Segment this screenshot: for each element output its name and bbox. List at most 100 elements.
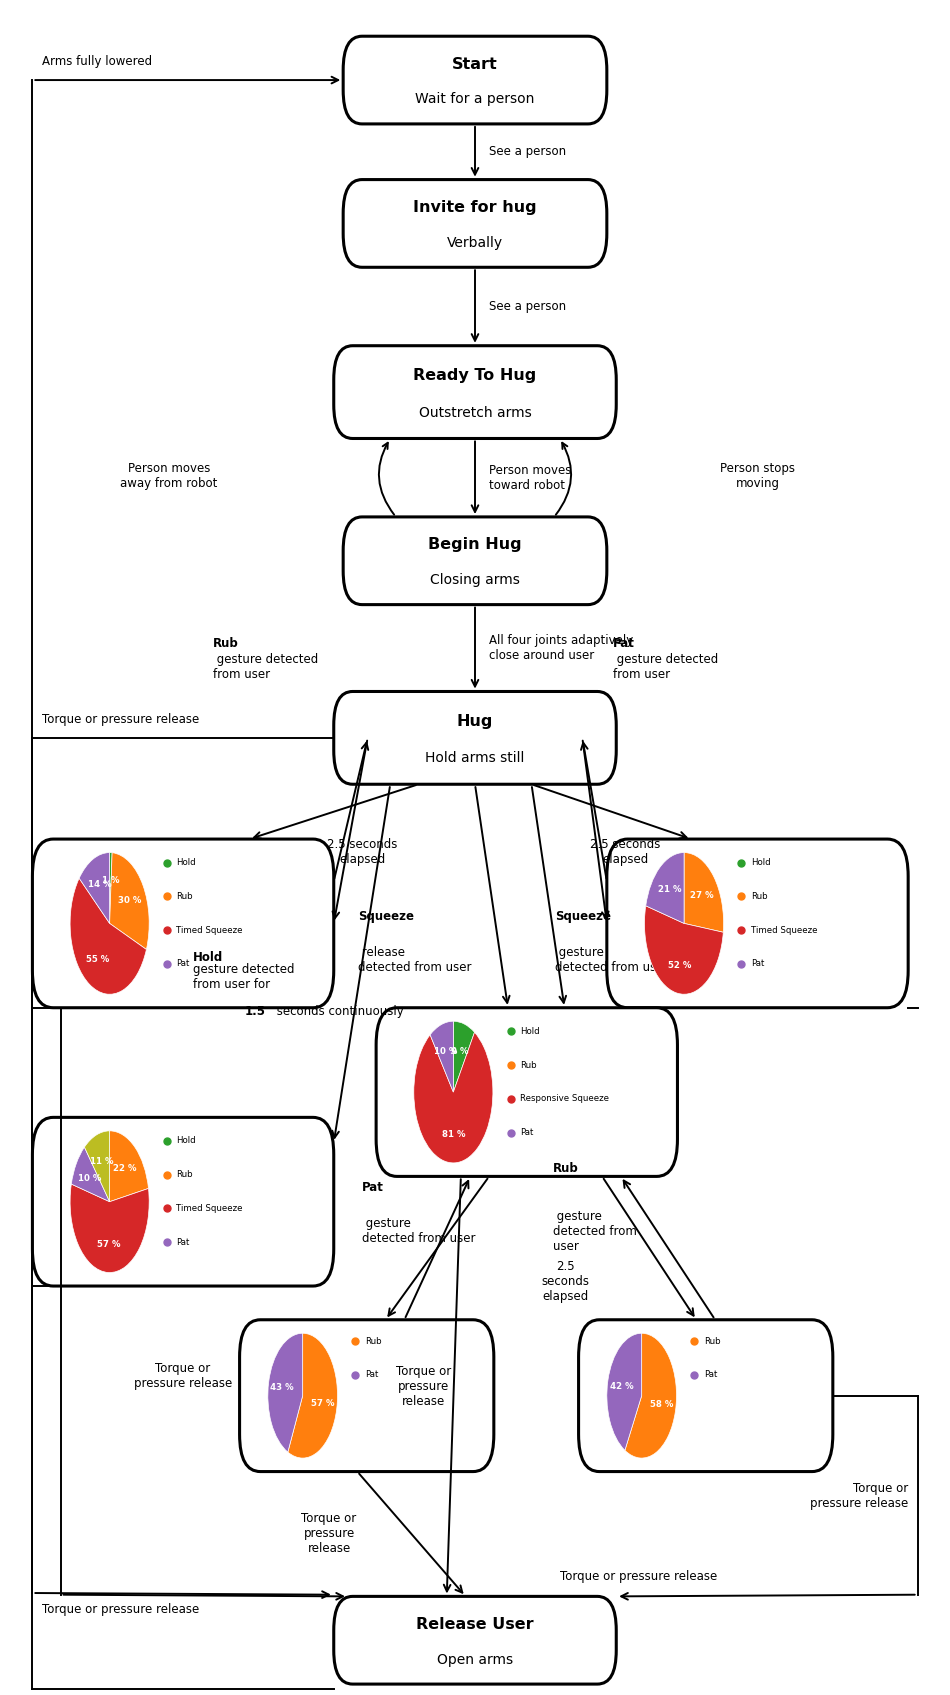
Text: Torque or
pressure
release: Torque or pressure release <box>395 1364 451 1409</box>
Text: Timed Squeeze: Timed Squeeze <box>750 925 817 934</box>
Text: 22 %: 22 % <box>113 1164 137 1173</box>
Text: Squeeze: Squeeze <box>555 910 611 924</box>
Text: Timed Squeeze: Timed Squeeze <box>177 925 243 934</box>
Text: Torque or
pressure release: Torque or pressure release <box>810 1481 908 1510</box>
Wedge shape <box>85 1131 109 1202</box>
Wedge shape <box>79 853 109 924</box>
Text: Hold: Hold <box>521 1027 540 1036</box>
Text: Torque or pressure release: Torque or pressure release <box>42 714 200 725</box>
Text: Hold arms still: Hold arms still <box>426 751 524 764</box>
Text: Rub: Rub <box>177 1170 193 1180</box>
Wedge shape <box>684 853 724 932</box>
Wedge shape <box>644 905 723 995</box>
Text: Hold: Hold <box>193 951 222 964</box>
FancyBboxPatch shape <box>579 1320 833 1471</box>
Wedge shape <box>109 853 149 949</box>
Text: 10 %: 10 % <box>78 1175 102 1183</box>
Text: 14 %: 14 % <box>87 880 111 890</box>
Text: Torque or
pressure release: Torque or pressure release <box>134 1363 232 1390</box>
Text: Hold: Hold <box>750 858 770 868</box>
Text: See a person: See a person <box>489 146 566 158</box>
Text: Responsive Squeeze: Responsive Squeeze <box>521 1095 609 1103</box>
Text: Rub: Rub <box>521 1061 537 1070</box>
FancyBboxPatch shape <box>32 839 333 1009</box>
Text: 2.5 seconds
elapsed: 2.5 seconds elapsed <box>327 839 397 866</box>
Text: Open arms: Open arms <box>437 1653 513 1666</box>
Wedge shape <box>71 1148 109 1202</box>
FancyBboxPatch shape <box>607 839 908 1009</box>
Text: Wait for a person: Wait for a person <box>415 92 535 107</box>
Text: Squeeze: Squeeze <box>358 910 414 924</box>
Text: 11 %: 11 % <box>90 1158 113 1166</box>
Text: Rub: Rub <box>365 1337 382 1346</box>
Text: 1.5: 1.5 <box>244 1005 265 1019</box>
Text: Rub: Rub <box>213 637 239 649</box>
Text: Invite for hug: Invite for hug <box>413 200 537 215</box>
Text: 52 %: 52 % <box>668 961 692 970</box>
Text: Hold: Hold <box>177 1136 196 1146</box>
Text: Pat: Pat <box>613 637 635 649</box>
Text: gesture detected
from user: gesture detected from user <box>613 653 718 681</box>
Wedge shape <box>268 1334 303 1453</box>
Text: Pat: Pat <box>177 959 190 968</box>
FancyBboxPatch shape <box>343 517 607 605</box>
Text: release
detected from user: release detected from user <box>358 946 471 975</box>
Text: Start: Start <box>452 56 498 71</box>
Wedge shape <box>414 1032 493 1163</box>
FancyBboxPatch shape <box>343 36 607 124</box>
Wedge shape <box>453 1020 475 1092</box>
Wedge shape <box>109 1131 148 1202</box>
Wedge shape <box>109 853 112 924</box>
Wedge shape <box>625 1334 676 1458</box>
Text: Torque or pressure release: Torque or pressure release <box>42 1603 200 1615</box>
Text: gesture detected
from user for: gesture detected from user for <box>193 963 294 992</box>
Text: 21 %: 21 % <box>657 885 681 895</box>
Text: 9 %: 9 % <box>451 1048 468 1056</box>
Text: Person stops
moving: Person stops moving <box>720 463 795 490</box>
Text: Rub: Rub <box>750 892 768 902</box>
Text: 2.5 seconds
elapsed: 2.5 seconds elapsed <box>591 839 661 866</box>
Text: Pat: Pat <box>362 1181 384 1193</box>
Text: See a person: See a person <box>489 300 566 314</box>
Text: seconds continuously: seconds continuously <box>273 1005 404 1019</box>
Text: Torque or
pressure
release: Torque or pressure release <box>301 1512 356 1556</box>
Text: Ready To Hug: Ready To Hug <box>413 368 537 383</box>
Text: Pat: Pat <box>704 1370 717 1380</box>
Text: 57 %: 57 % <box>312 1400 334 1409</box>
Text: Hug: Hug <box>457 714 493 729</box>
Text: Begin Hug: Begin Hug <box>428 537 522 553</box>
Text: Verbally: Verbally <box>446 236 504 249</box>
FancyBboxPatch shape <box>239 1320 494 1471</box>
Text: 2.5
seconds
elapsed: 2.5 seconds elapsed <box>542 1261 590 1303</box>
Text: Pat: Pat <box>365 1370 378 1380</box>
Text: All four joints adaptively
close around user: All four joints adaptively close around … <box>489 634 634 663</box>
Wedge shape <box>430 1020 453 1092</box>
Text: Pat: Pat <box>521 1129 534 1137</box>
Text: 1 %: 1 % <box>102 876 119 885</box>
Text: Pat: Pat <box>750 959 765 968</box>
Text: Closing arms: Closing arms <box>430 573 520 586</box>
Text: gesture
detected from
user: gesture detected from user <box>553 1210 637 1253</box>
Text: Outstretch arms: Outstretch arms <box>419 405 531 419</box>
Wedge shape <box>646 853 684 924</box>
Wedge shape <box>607 1334 641 1451</box>
Text: 42 %: 42 % <box>610 1381 634 1392</box>
Wedge shape <box>70 1185 149 1273</box>
Text: 55 %: 55 % <box>86 956 109 964</box>
Text: Rub: Rub <box>177 892 193 902</box>
Text: Person moves
away from robot: Person moves away from robot <box>121 463 218 490</box>
Text: Rub: Rub <box>553 1163 579 1175</box>
Text: 43 %: 43 % <box>271 1383 294 1392</box>
Wedge shape <box>70 878 146 995</box>
Text: Timed Squeeze: Timed Squeeze <box>177 1203 243 1214</box>
Text: 58 %: 58 % <box>650 1400 674 1410</box>
Text: Torque or pressure release: Torque or pressure release <box>560 1570 717 1583</box>
Text: Pat: Pat <box>177 1237 190 1248</box>
Wedge shape <box>288 1334 337 1458</box>
FancyBboxPatch shape <box>376 1009 677 1176</box>
FancyBboxPatch shape <box>333 1597 617 1685</box>
FancyBboxPatch shape <box>32 1117 333 1287</box>
FancyBboxPatch shape <box>333 346 617 439</box>
Text: gesture
detected from user: gesture detected from user <box>555 946 669 975</box>
Text: Rub: Rub <box>704 1337 720 1346</box>
